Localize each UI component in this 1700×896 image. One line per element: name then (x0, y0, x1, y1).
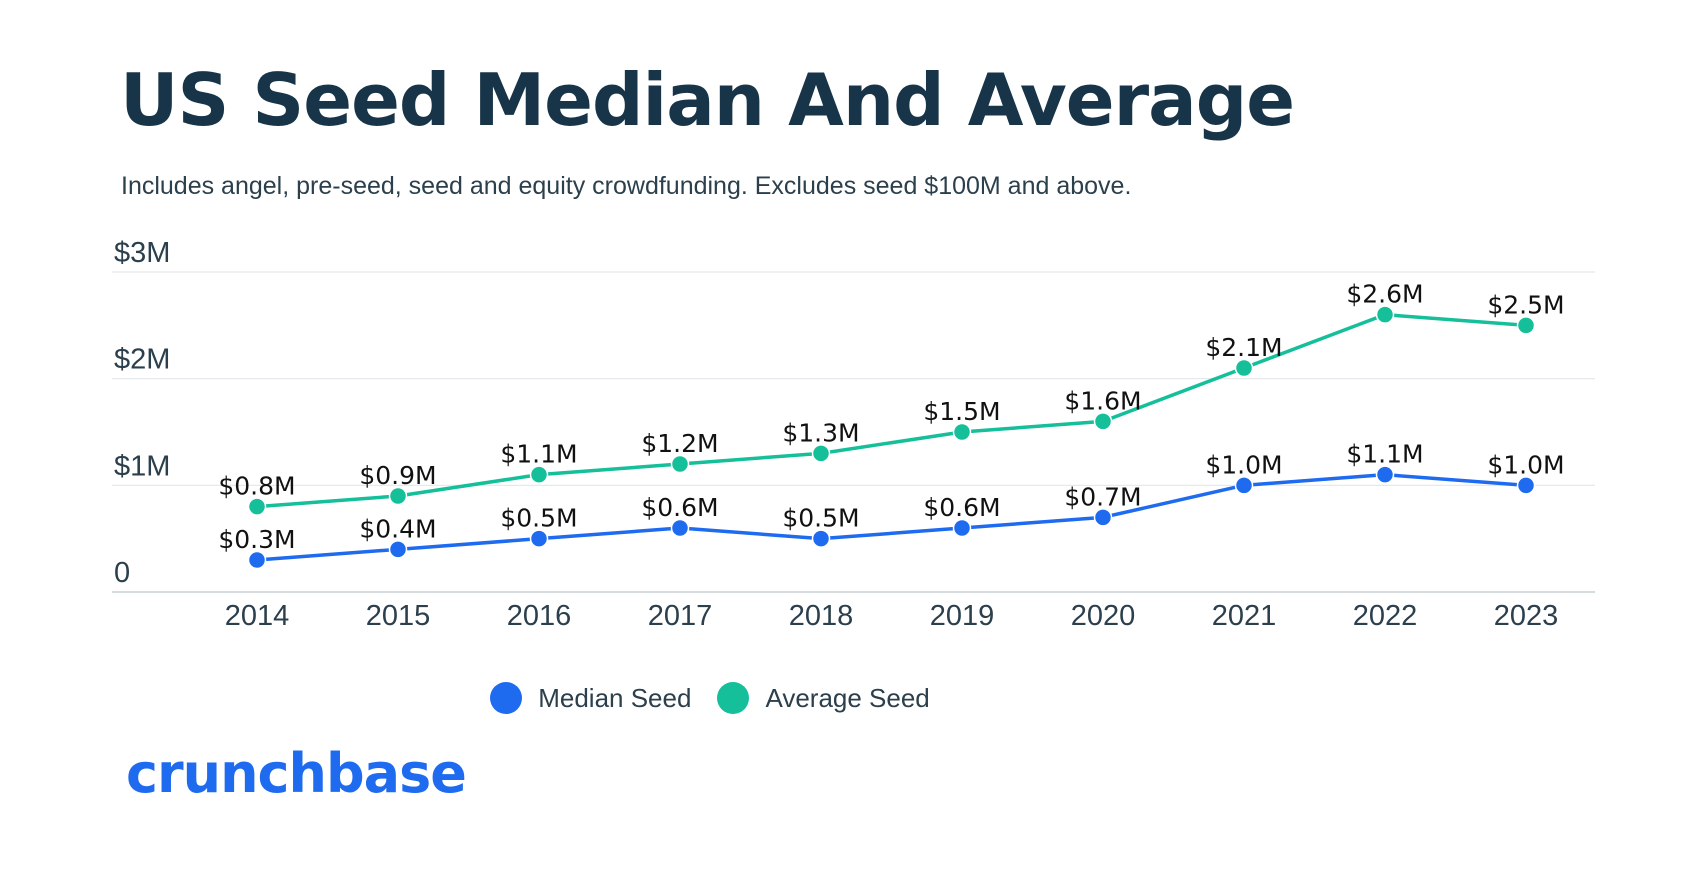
chart-subtitle: Includes angel, pre-seed, seed and equit… (121, 172, 1132, 200)
y-tick-label-1: $1M (114, 450, 170, 482)
data-label-1-8: $2.6M (1346, 280, 1423, 309)
line-chart: 0 $1M $2M $3M 2014 2015 2016 2017 2018 2019 2020 20… (112, 237, 1595, 632)
data-point-1-0 (247, 497, 267, 516)
data-label-1-9: $2.5M (1487, 290, 1564, 319)
x-tick-label-2021: 2021 (1212, 600, 1277, 632)
chart-legend: Median Seed Average Seed (0, 682, 1420, 714)
data-label-0-2: $0.5M (500, 504, 577, 533)
data-label-0-6: $0.7M (1064, 482, 1141, 511)
legend-swatch-average (717, 682, 750, 714)
data-point-0-2 (529, 529, 549, 548)
legend-swatch-median (490, 682, 523, 714)
y-tick-label-3: $3M (114, 237, 170, 269)
data-point-0-8 (1375, 465, 1395, 484)
x-tick-label-2019: 2019 (930, 600, 995, 632)
data-label-0-0: $0.3M (218, 525, 295, 554)
legend-label-average: Average Seed (765, 682, 930, 713)
data-label-1-4: $1.3M (782, 418, 859, 447)
data-label-1-2: $1.1M (500, 440, 577, 469)
data-point-0-0 (247, 550, 267, 570)
data-point-0-3 (670, 518, 690, 538)
data-label-1-3: $1.2M (641, 429, 718, 458)
legend-label-median: Median Seed (538, 682, 692, 713)
data-label-0-7: $1.0M (1205, 450, 1282, 479)
data-label-1-5: $1.5M (923, 397, 1000, 426)
crunchbase-logo: crunchbase (126, 742, 467, 805)
data-point-0-7 (1234, 476, 1254, 495)
data-point-1-8 (1375, 305, 1395, 324)
series-line-0 (256, 472, 1527, 562)
legend-item-median: Median Seed (490, 682, 691, 714)
data-point-1-2 (529, 465, 549, 484)
data-label-0-1: $0.4M (359, 514, 436, 543)
data-point-0-9 (1516, 476, 1536, 495)
x-tick-label-2022: 2022 (1353, 600, 1418, 632)
series-line-1 (256, 312, 1527, 509)
y-tick-label-0: 0 (114, 557, 130, 589)
data-label-0-8: $1.1M (1346, 440, 1423, 469)
data-point-1-5 (952, 422, 972, 442)
data-point-0-6 (1093, 508, 1113, 527)
data-label-1-6: $1.6M (1064, 386, 1141, 415)
data-label-1-1: $0.9M (359, 461, 436, 490)
data-point-1-6 (1093, 412, 1113, 431)
x-tick-label-2020: 2020 (1071, 600, 1136, 632)
data-point-1-9 (1516, 316, 1536, 335)
legend-item-average: Average Seed (717, 682, 930, 714)
data-point-0-1 (388, 540, 408, 559)
data-label-0-4: $0.5M (782, 504, 859, 533)
x-tick-label-2015: 2015 (366, 600, 431, 632)
data-point-0-4 (811, 529, 831, 548)
y-tick-label-2: $2M (114, 344, 170, 376)
x-tick-label-2018: 2018 (789, 600, 854, 632)
data-label-1-0: $0.8M (218, 472, 295, 501)
data-point-0-5 (952, 518, 972, 538)
data-label-0-3: $0.6M (641, 493, 718, 522)
x-tick-label-2023: 2023 (1494, 600, 1559, 632)
data-point-1-3 (670, 454, 690, 474)
x-tick-label-2016: 2016 (507, 600, 572, 632)
data-label-1-7: $2.1M (1205, 333, 1282, 362)
data-point-1-1 (388, 486, 408, 506)
x-tick-label-2017: 2017 (648, 600, 713, 632)
data-point-1-4 (811, 444, 831, 463)
x-tick-label-2014: 2014 (225, 600, 290, 632)
data-point-1-7 (1234, 358, 1254, 378)
data-label-0-9: $1.0M (1487, 450, 1564, 479)
data-label-0-5: $0.6M (923, 493, 1000, 522)
page-title: US Seed Median And Average (120, 58, 1295, 142)
logo-text: crunchbase (126, 742, 467, 805)
